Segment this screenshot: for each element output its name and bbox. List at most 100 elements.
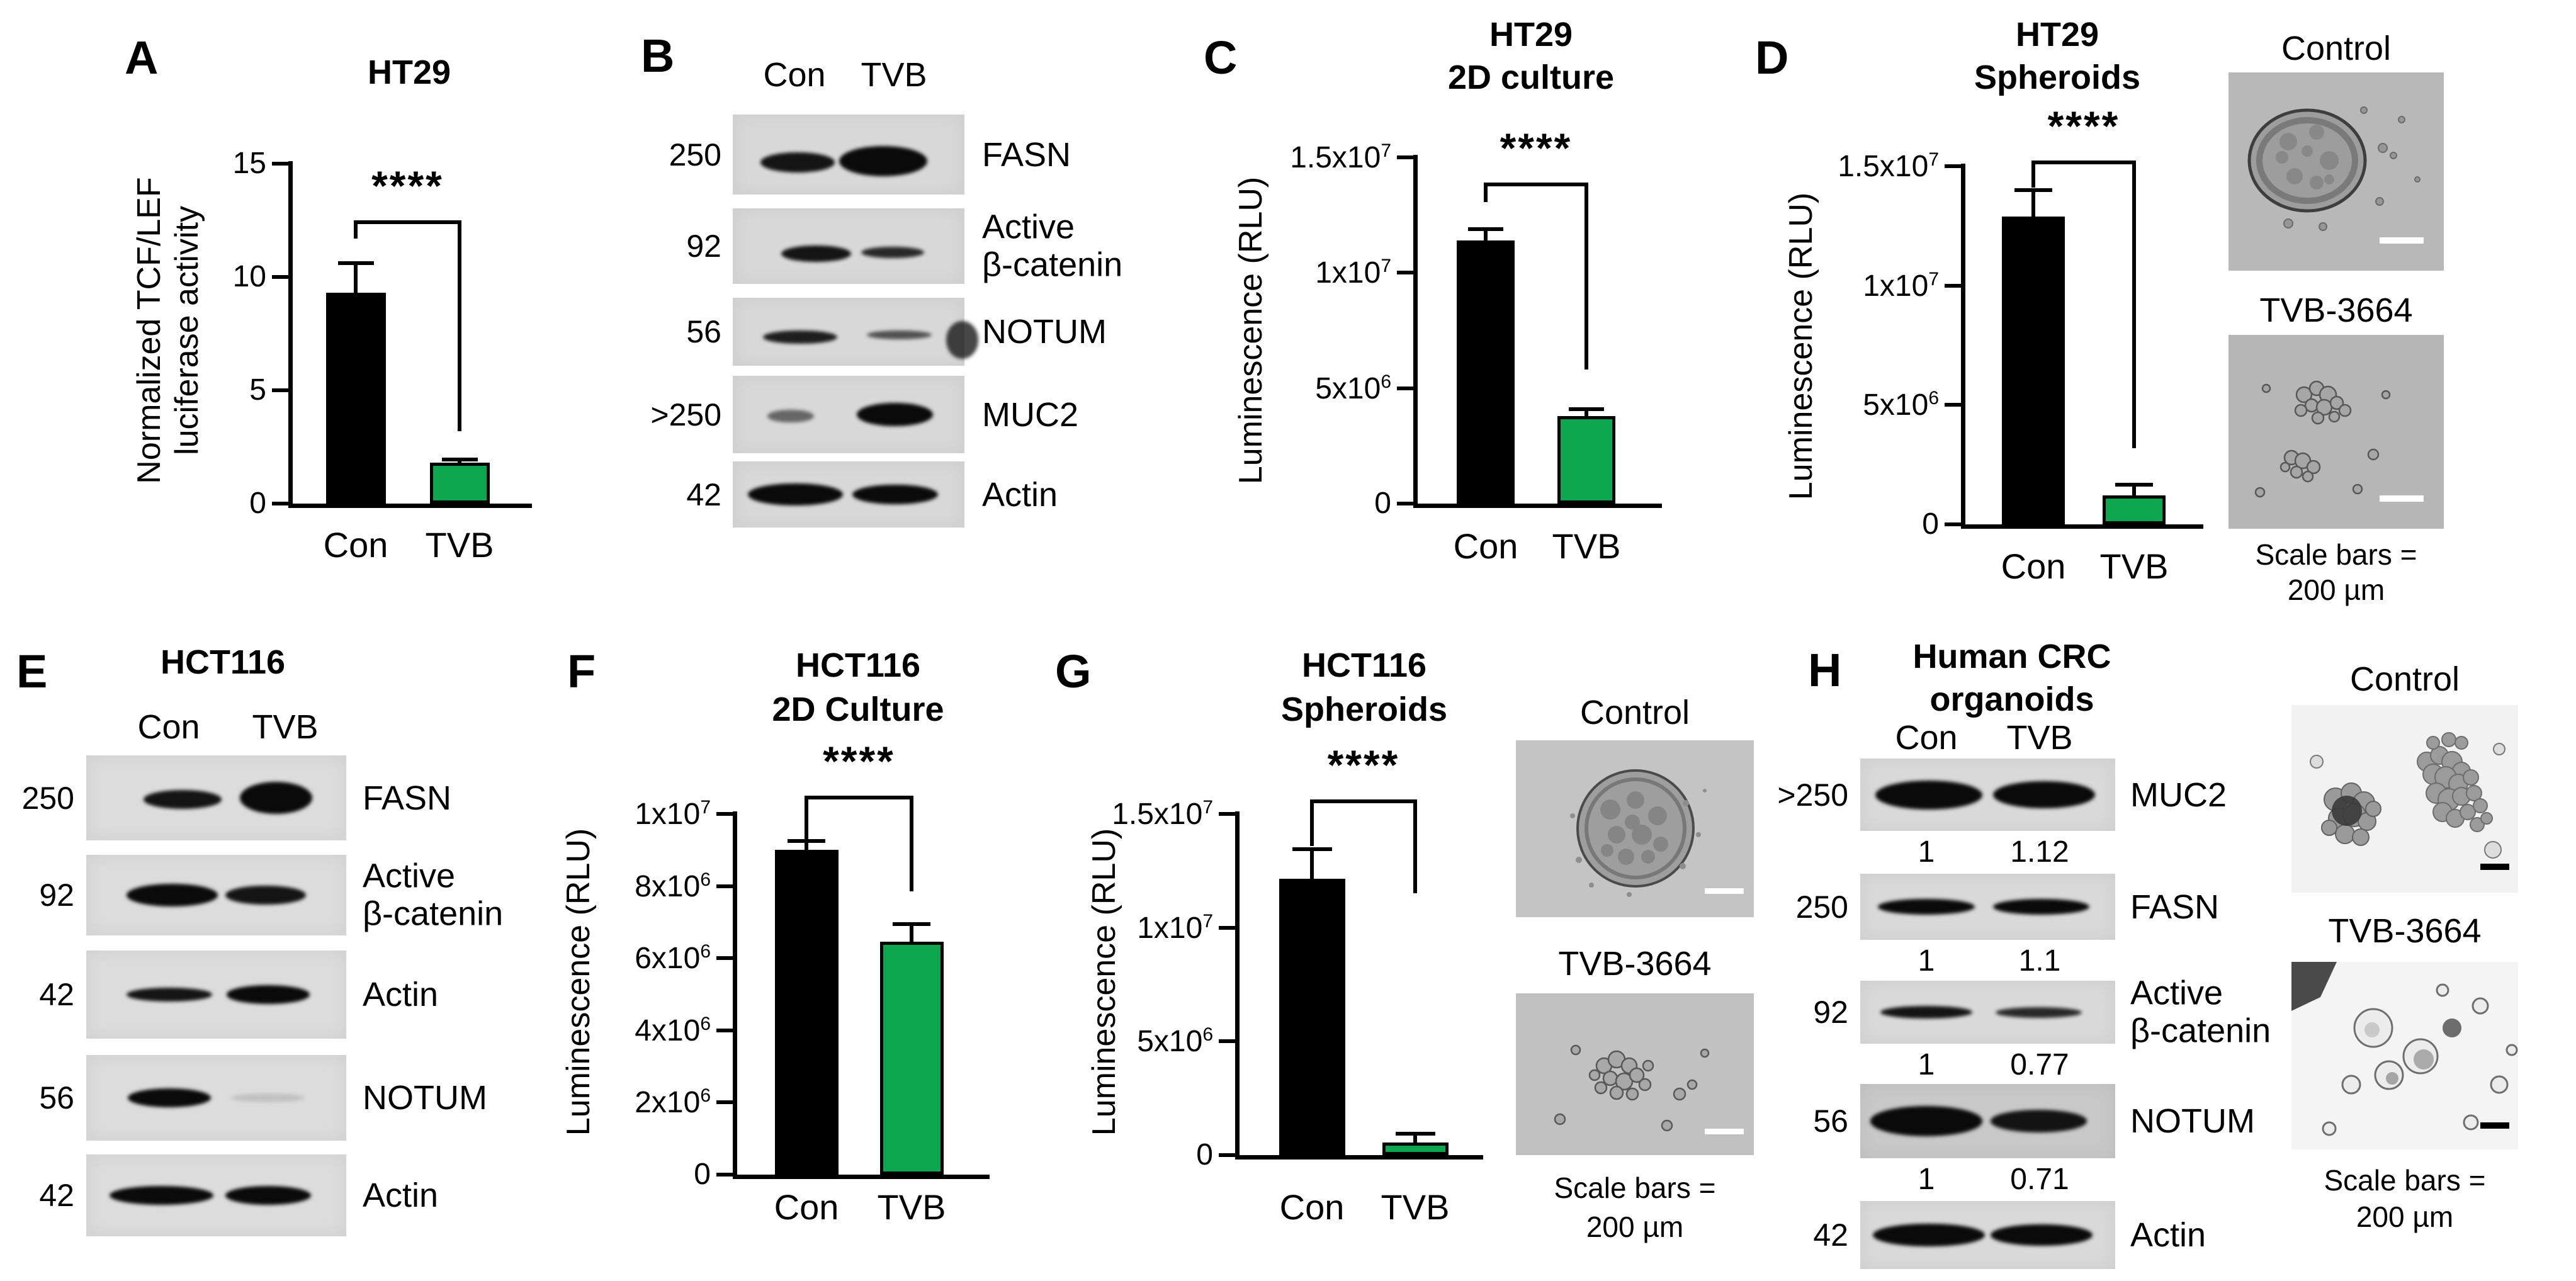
blot-B-row5-membrane [733,461,964,528]
panel-g-label: G [1055,645,1092,697]
spheroid-control-micrograph [2229,72,2444,271]
blot-B-row3-membrane [733,298,964,366]
blot-B-row2-band1 [781,245,851,262]
chart-G-significance: **** [1327,741,1400,788]
micro-d-tvb-image [2229,335,2444,529]
chart-C-sig-bracket-right [1585,183,1588,370]
blot-B-row2-membrane [733,208,964,284]
chart-C-errorbar-cap-con [1468,227,1503,231]
chart-F-category-con: Con [774,1187,839,1227]
blot-H-row4-ratio-tvb: 0.71 [2010,1163,2069,1196]
chart-G-tick-2 [1219,925,1235,930]
chart-F-title-line1: HCT116 [795,646,921,684]
micro-h-control-label: Control [2349,660,2460,698]
micro-h-caption-line2: 200 µm [2356,1200,2454,1233]
chart-G-tick-label-0: 0 [1196,1138,1213,1171]
chart-C-category-con: Con [1453,526,1518,566]
chart-A-errorbar-cap-tvb [441,457,478,461]
dispersed-spheroid-micrograph [1516,993,1754,1155]
blot-H-row3-band1 [1880,1006,1973,1019]
chart-G-x-axis [1235,1155,1483,1160]
chart-C-y-axis-label: Luminescence (RLU) [1233,176,1270,485]
blot-H-row1-ratio-con: 1 [1918,835,1935,869]
dispersed-spheroid-micrograph [2229,335,2444,529]
chart-A-bar-tvb [429,463,490,504]
blot-H-row3-membrane [1860,981,2115,1044]
scale-bar [1705,888,1744,894]
chart-A-bar-con [325,293,386,504]
micro-panel-d: Control [2229,25,2444,629]
chart-A-title-line1: HT29 [367,54,451,91]
chart-D-tick-2 [1945,283,1961,288]
chart-C-errorbar-line-tvb [1585,409,1588,419]
blot-H-row3-protein-label: Active β-catenin [2130,974,2271,1050]
chart-F-errorbar-line-con [805,840,808,853]
chart-A-sig-bracket-top [356,220,460,224]
chart-F-tick-label-0: 0 [694,1158,711,1191]
micro-d-caption-line1: Scale bars = [2255,538,2417,571]
blot-H-row1-band1 [1875,780,1983,810]
blot-B-row3-protein-label: NOTUM [982,312,1107,351]
blot-B-row1-protein-label: FASN [982,135,1071,174]
blot-B-row4-membrane [733,376,964,453]
chart-G-y-axis-label: Luminescence (RLU) [1086,828,1123,1136]
blot-E-row5-band1 [110,1186,214,1205]
blot-E-row1-membrane [86,755,346,840]
dark-corner-organoid [2291,962,2337,1011]
chart-A-sig-bracket-right [458,220,461,431]
chart-F-significance: **** [823,738,895,785]
micro-d-tvb-label: TVB-3664 [2259,291,2413,329]
chart-G-errorbar-cap-tvb [1395,1131,1435,1136]
organoid-dense-micrograph [2291,705,2518,893]
blot-B-row3-band3 [946,321,979,359]
blot-E-row4-band2 [232,1093,305,1102]
chart-G-bar-con [1279,878,1345,1155]
chart-D-sig-bracket-top [2033,160,2134,164]
blot-H-row2-band1 [1878,898,1975,915]
blot-B-row4-band2 [856,403,934,426]
micro-d-control-label: Control [2281,30,2392,67]
micro-d-caption-line2: 200 µm [2287,573,2385,606]
panel-a-label: A [125,31,159,84]
blot-H-lane-tvb: TVB [2006,719,2073,757]
chart-D-bar-tvb [2103,495,2166,524]
blot-H-lane-con: Con [1895,719,1958,757]
chart-D-errorbar-line-tvb [2132,485,2136,499]
blot-E-row3-membrane [86,951,346,1039]
chart-F-y-axis-label: Luminescence (RLU) [560,828,597,1136]
blot-H-row1-band2 [1992,781,2095,809]
blot-H-row3-band2 [1995,1007,2082,1018]
chart-A-category-tvb: TVB [425,525,494,565]
blot-E-row3-protein-label: Actin [363,975,439,1013]
chart-C-title-line2: 2D culture [1447,59,1615,96]
debris [1570,789,1707,897]
blot-H-row2-protein-label: FASN [2130,888,2220,926]
chart-F-errorbar-cap-tvb [892,922,931,926]
chart-D-x-axis [1961,524,2203,529]
chart-D-title-line2: Spheroids [1974,59,2141,96]
chart-G-y-axis [1235,811,1240,1160]
blot-H-row4-membrane [1860,1084,2115,1158]
blot-H-row4-protein-label: NOTUM [2130,1102,2255,1140]
blot-H-row4-band2 [1990,1110,2087,1132]
blot-E-row3-band1 [127,987,213,1002]
chart-G-tick-0 [1219,1153,1235,1157]
panel-c-label: C [1204,31,1238,84]
chart-G-tick-3 [1219,812,1235,816]
blot-B-row2-protein-label: Active β-catenin [982,208,1123,284]
debris [2283,106,2421,231]
chart-A-x-axis [288,504,532,508]
blot-H-row1-membrane [1860,759,2115,831]
chart-C-tick-label-1: 5x106 [1315,371,1391,405]
chart-G-errorbar-line-tvb [1413,1133,1417,1146]
chart-G-title-line2: Spheroids [1280,691,1448,728]
chart-F-tick-0 [716,1173,733,1177]
chart-D-tick-label-2: 1x107 [1863,268,1939,303]
chart-A-errorbar-line-tvb [458,459,461,466]
chart-C-tick-0 [1397,502,1413,505]
chart-A-tick-3 [272,162,288,166]
blot-H-row2-membrane [1860,874,2115,940]
